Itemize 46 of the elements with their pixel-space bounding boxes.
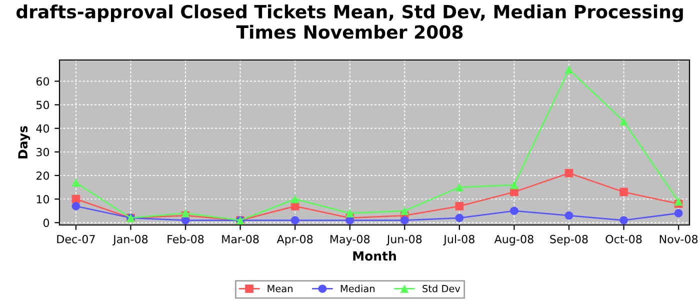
point [455, 183, 464, 192]
legend-label: Std Dev [422, 284, 460, 292]
point [620, 216, 628, 224]
point [72, 178, 80, 187]
point [455, 202, 464, 210]
point [674, 209, 683, 218]
point [674, 197, 683, 206]
point [400, 206, 409, 216]
point [620, 117, 628, 126]
point [564, 168, 574, 178]
y-tick-label: 40 [36, 124, 50, 133]
legend-label: Median [340, 284, 374, 292]
x-axis-title: Month [353, 251, 396, 261]
point [564, 211, 574, 220]
x-tick-label: Jun-08 [386, 234, 422, 246]
point [564, 65, 574, 74]
point [510, 180, 518, 190]
x-tick-label: Oct-08 [606, 234, 642, 244]
point [181, 209, 190, 218]
y-axis-title: Days [18, 126, 30, 158]
y-tick-label: 20 [36, 171, 50, 180]
x-tick-label: Jan-08 [112, 234, 148, 246]
legend-label: Mean [268, 285, 292, 292]
x-tick-label: Apr-08 [276, 234, 313, 246]
y-tick-label: 0 [43, 218, 50, 228]
x-tick-label: Sep-08 [550, 234, 588, 246]
x-tick-label: Nov-08 [660, 234, 698, 244]
point [455, 214, 464, 222]
x-tick-label: Jul-08 [443, 234, 474, 246]
point [290, 194, 300, 204]
point [400, 216, 409, 224]
y-tick-label: 30 [36, 148, 50, 156]
y-tick-label: 10 [36, 195, 50, 204]
x-tick-label: Feb-08 [168, 234, 204, 244]
point [72, 202, 80, 210]
y-tick-label: 60 [36, 77, 50, 86]
point [346, 209, 354, 218]
point [510, 206, 518, 216]
x-tick-label: Aug-08 [494, 234, 534, 246]
point [620, 188, 628, 196]
x-tick-label: May-08 [330, 234, 370, 246]
point [290, 216, 300, 224]
x-tick-label: Dec-07 [57, 234, 95, 244]
y-tick-label: 50 [36, 100, 50, 110]
x-tick-label: Mar-08 [222, 234, 259, 244]
chart-title: drafts-approval Closed Tickets Mean, Std Dev, Median Processing Times November 2008 [16, 4, 683, 39]
